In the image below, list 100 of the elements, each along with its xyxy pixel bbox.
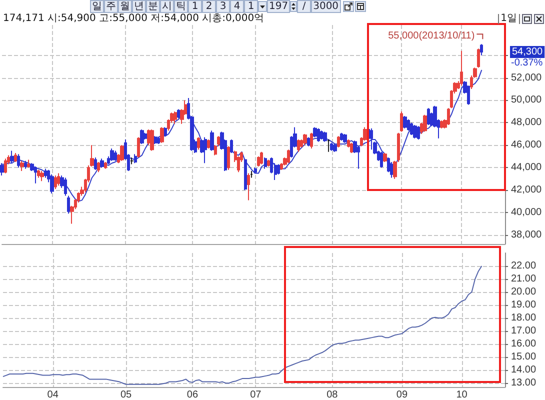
candlestick: [340, 132, 343, 142]
text: 년: [132, 0, 146, 13]
candlestick: [423, 114, 427, 132]
candlestick: [310, 132, 313, 150]
candlestick: [343, 133, 347, 144]
candlestick: [417, 126, 420, 140]
text: 3: [216, 0, 230, 13]
candlestick: [317, 128, 320, 142]
candlestick: [390, 162, 393, 178]
text: 월: [118, 0, 132, 13]
text: -0.37%: [511, 57, 543, 68]
candlestick: [337, 136, 340, 148]
candlestick: [130, 157, 134, 165]
text: 3000: [311, 0, 341, 13]
candlestick: [260, 151, 263, 165]
candlestick: [264, 157, 267, 170]
candlestick: [383, 152, 387, 163]
candlestick: [313, 126, 317, 138]
candlestick: [120, 144, 124, 162]
candlestick: [110, 148, 114, 162]
candlestick: [467, 85, 470, 106]
candlestick: [370, 128, 373, 150]
text: 주: [104, 0, 118, 13]
candlestick: [144, 132, 147, 140]
candlestick: [34, 166, 37, 184]
text: 시: [160, 0, 174, 13]
candlestick: [227, 146, 230, 170]
candlestick: [327, 139, 330, 152]
candlestick: [164, 126, 167, 137]
text: 54,300: [512, 46, 544, 58]
candlestick: [137, 136, 140, 158]
y-tick-label: 18.00: [511, 312, 536, 324]
candlestick: [427, 108, 430, 126]
candlestick: [197, 136, 200, 150]
candlestick: [174, 110, 177, 124]
y-tick-label: 22.00: [511, 260, 536, 272]
candlestick: [100, 158, 104, 168]
candlestick: [267, 159, 270, 168]
y-tick-label: 48,000: [511, 117, 542, 128]
text: 2: [202, 0, 216, 13]
x-tick-label: 09: [396, 390, 408, 400]
y-tick-label: 14.00: [511, 364, 536, 376]
y-tick-label: 42,000: [511, 184, 542, 196]
candlestick: [440, 120, 443, 129]
candlestick: [150, 128, 154, 152]
candlestick: [160, 126, 164, 144]
candlestick: [57, 172, 60, 186]
y-tick-label: 21.00: [511, 274, 536, 285]
candlestick: [134, 154, 137, 164]
candlestick: [54, 174, 57, 190]
candlestick: [303, 133, 307, 146]
candlestick: [177, 108, 180, 119]
y-tick-label: 38,000: [511, 230, 542, 241]
candlestick: [307, 136, 310, 147]
y-tick-label: 44,000: [511, 162, 542, 174]
candlestick: [480, 44, 483, 56]
candlestick: [297, 139, 300, 152]
y-tick-label: 46,000: [511, 140, 542, 151]
candlestick: [407, 118, 410, 132]
x-tick-label: 08: [326, 390, 338, 400]
candlestick: [17, 154, 20, 168]
candlestick: [140, 128, 144, 145]
candlestick: [257, 156, 260, 168]
y-tick-label: 13.00: [511, 378, 536, 389]
x-tick-label: 07: [250, 390, 262, 400]
candlestick: [460, 50, 463, 86]
candlestick: [97, 162, 100, 173]
annotation: 55,000(2013/10/11): [388, 30, 475, 42]
candlestick: [413, 124, 417, 139]
candlestick: [114, 150, 117, 162]
candlestick: [24, 160, 27, 170]
text: 1: [188, 0, 202, 13]
candlestick: [287, 149, 290, 164]
candlestick: [447, 108, 450, 126]
candlestick: [64, 177, 67, 196]
candlestick: [20, 160, 24, 172]
candlestick: [244, 158, 247, 191]
text: 4: [230, 0, 244, 13]
candlestick: [477, 48, 480, 68]
candlestick: [50, 174, 54, 194]
candlestick: [403, 115, 407, 129]
candlestick: [230, 139, 233, 154]
candlestick: [204, 136, 207, 164]
candlestick: [247, 172, 250, 201]
candlestick: [44, 168, 47, 178]
text: 분: [146, 0, 160, 13]
y-tick-label: 15.00: [511, 352, 536, 363]
candlestick: [157, 136, 160, 145]
candlestick: [400, 110, 403, 132]
candlestick: [40, 170, 44, 182]
candlestick: [37, 169, 40, 178]
y-tick-label: 19.00: [511, 300, 536, 311]
candlestick: [410, 122, 413, 136]
candlestick: [27, 159, 30, 168]
candlestick: [333, 144, 337, 152]
text: /: [297, 0, 312, 13]
y-tick-label: 50,000: [511, 94, 542, 106]
candlestick: [207, 139, 210, 150]
x-tick-label: 10: [456, 390, 468, 400]
candlestick: [14, 152, 17, 163]
